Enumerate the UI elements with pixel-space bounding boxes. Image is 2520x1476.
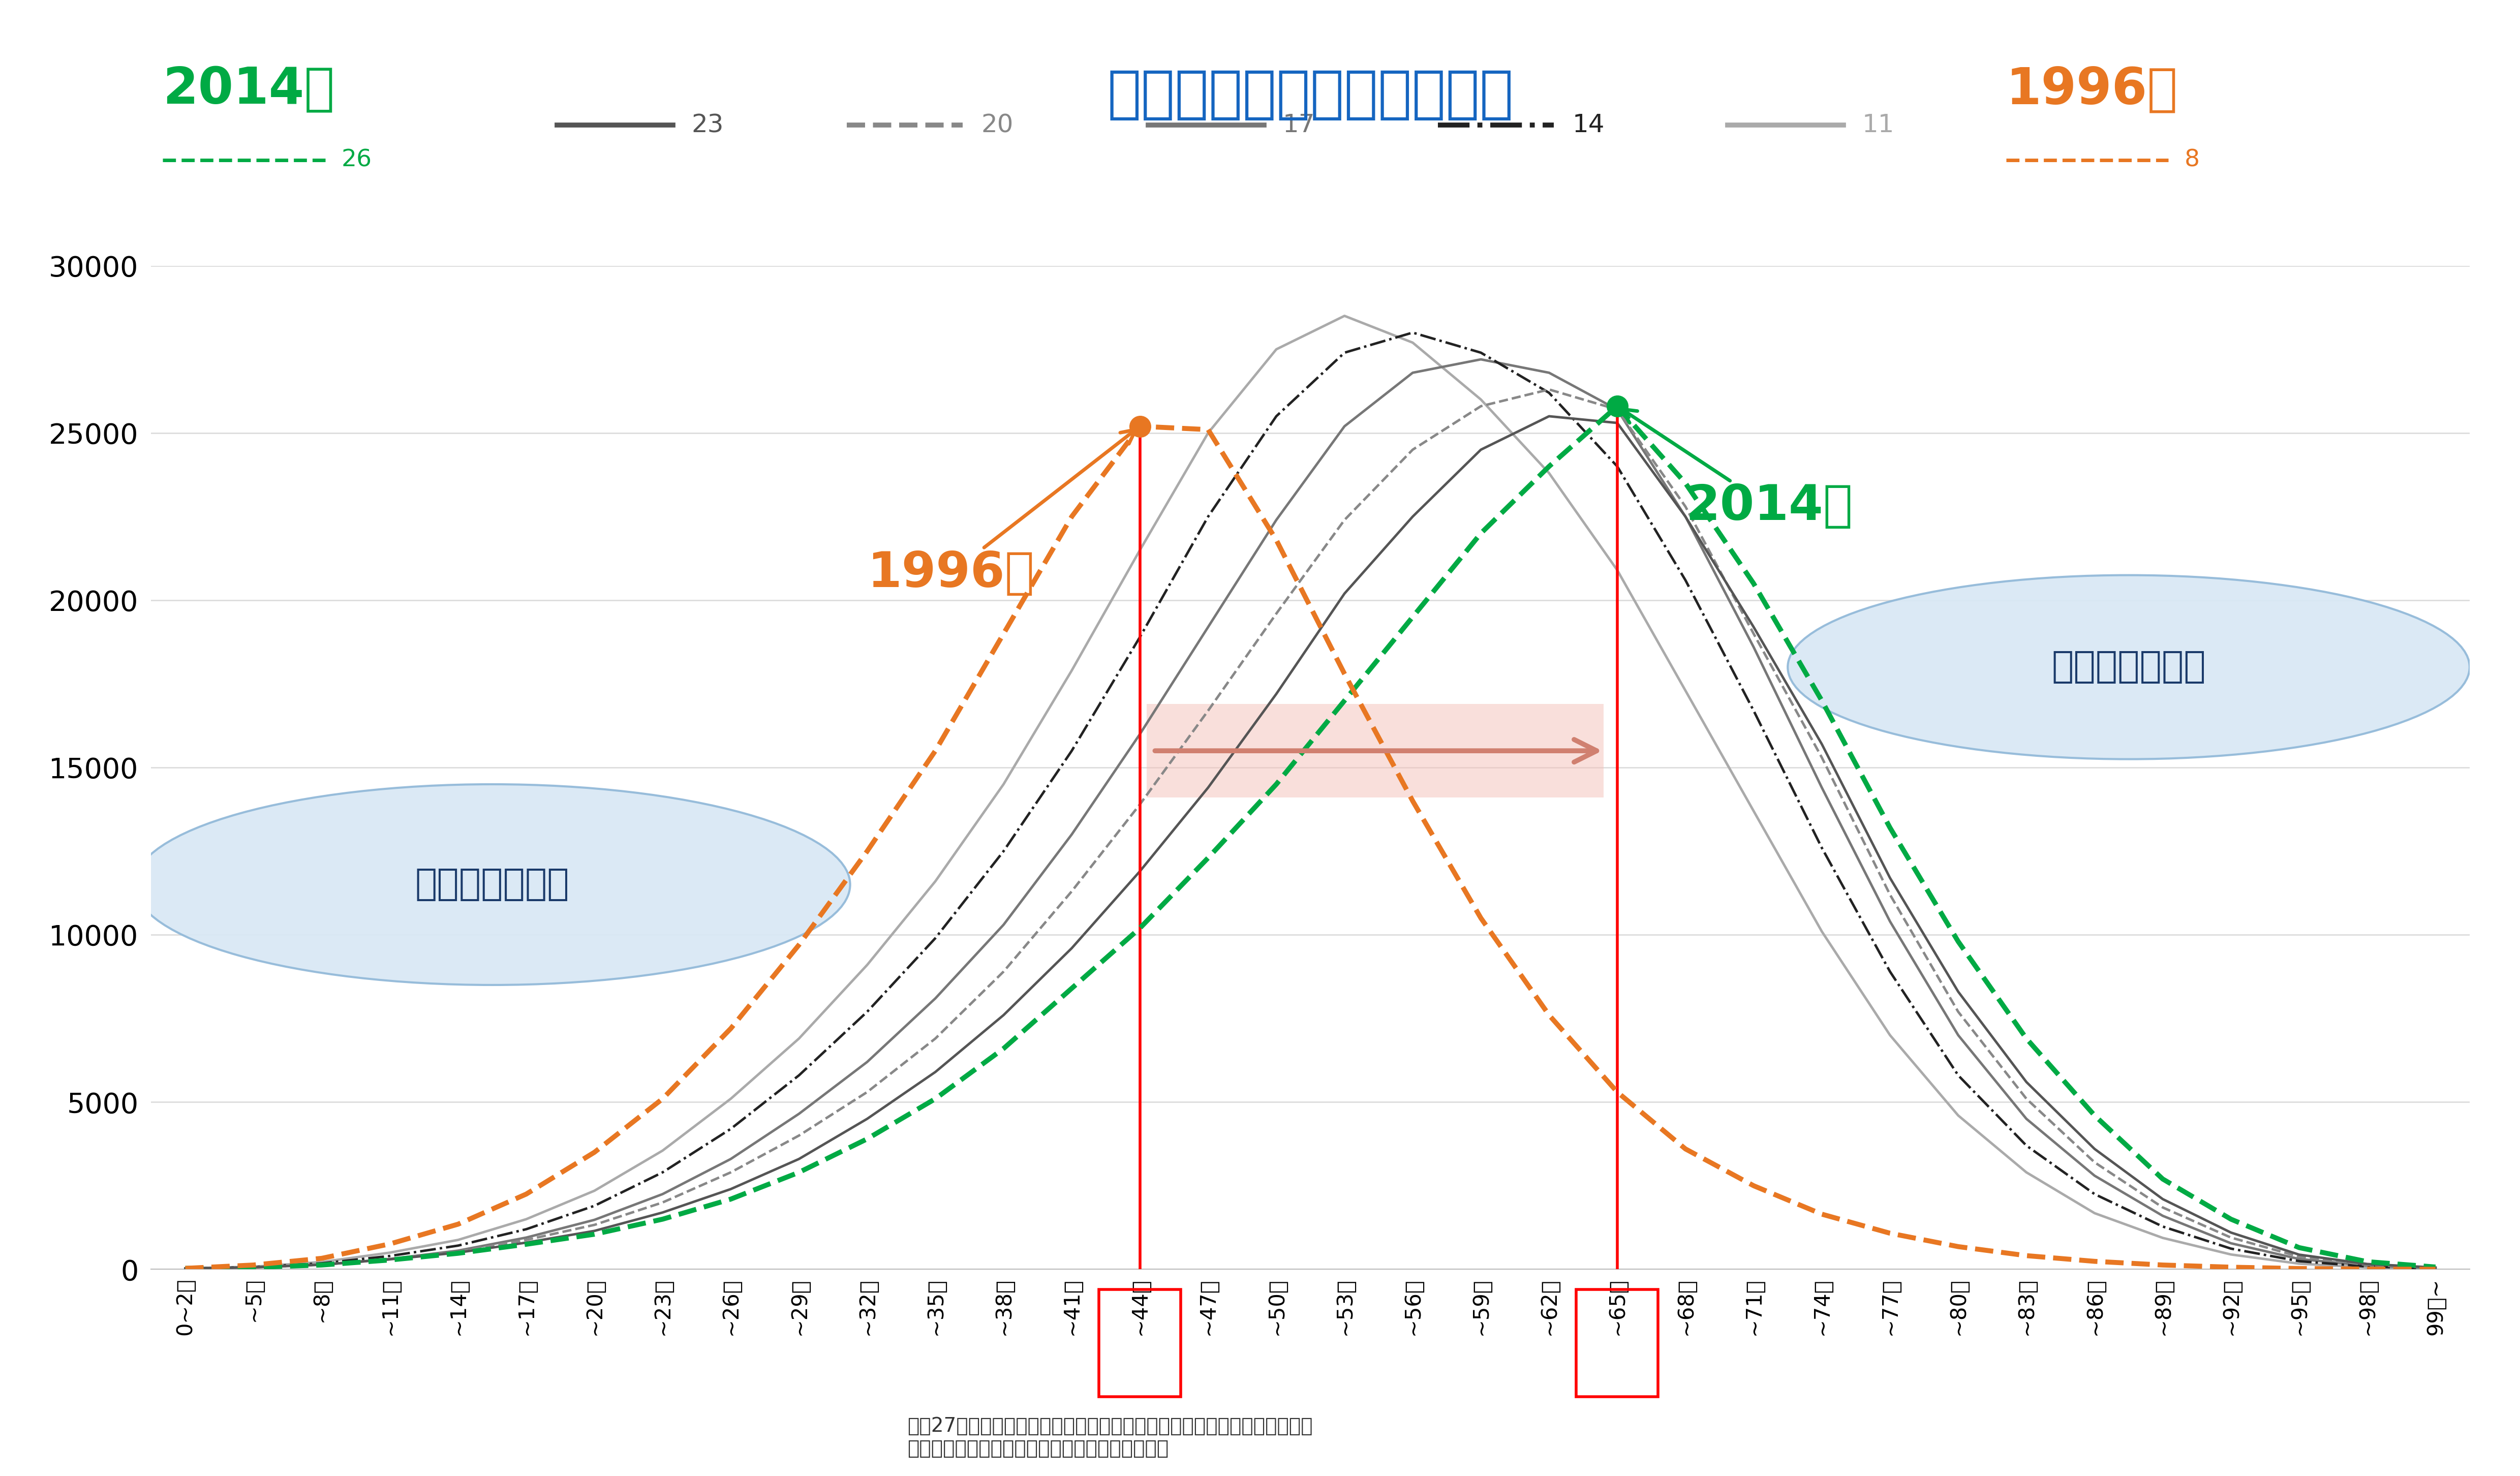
Point (204, 1261, 234, 1278)
Point (171, 1261, 202, 1278)
Point (199, 1261, 229, 1278)
Title: 入院患者の年齢ピーク移行: 入院患者の年齢ピーク移行 (1106, 68, 1515, 123)
Text: 若年患者の減少: 若年患者の減少 (416, 866, 570, 902)
Point (176, 1261, 207, 1278)
Point (212, 1261, 242, 1278)
Ellipse shape (134, 784, 849, 984)
Text: 17: 17 (1283, 114, 1315, 137)
Bar (1578, 1290, 1658, 1396)
Bar (1099, 1290, 1182, 1396)
Point (181, 1261, 212, 1278)
Text: 11: 11 (1862, 114, 1895, 137)
Point (209, 1261, 239, 1278)
Point (194, 1261, 224, 1278)
Text: 1996年: 1996年 (2006, 65, 2177, 115)
FancyBboxPatch shape (1147, 704, 1603, 797)
Point (224, 1261, 255, 1278)
Point (229, 1261, 260, 1278)
Ellipse shape (1787, 576, 2470, 759)
Text: 1996年: 1996年 (867, 430, 1137, 598)
Text: 平成27年度厚生労働科学研究費補助金「地域のストレングスを活かした精
神保健医療改革プロセスの明確化に関する研究」: 平成27年度厚生労働科学研究費補助金「地域のストレングスを活かした精 神保健医療… (907, 1417, 1313, 1458)
Text: 2014年: 2014年 (1623, 409, 1852, 530)
Text: 14: 14 (1572, 114, 1605, 137)
Text: 20: 20 (980, 114, 1013, 137)
Text: 高齢患者の増加: 高齢患者の増加 (2051, 649, 2205, 685)
Point (219, 1261, 249, 1278)
Text: 26: 26 (340, 149, 373, 171)
Text: 8: 8 (2185, 149, 2200, 171)
Point (186, 1261, 217, 1278)
Point (217, 1261, 247, 1278)
Text: 2014年: 2014年 (164, 65, 335, 115)
Text: 23: 23 (690, 114, 723, 137)
Point (192, 1261, 222, 1278)
